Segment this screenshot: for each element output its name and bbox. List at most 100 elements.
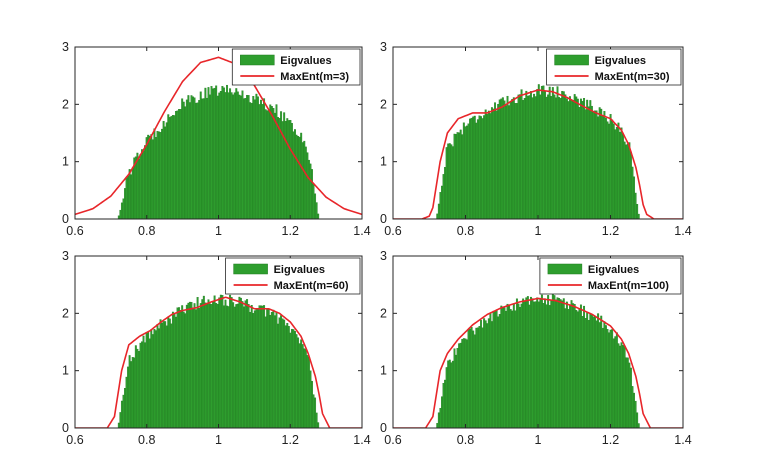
legend-label-curve: MaxEnt(m=30) xyxy=(595,71,670,83)
histogram-bar xyxy=(483,115,486,219)
histogram-bar xyxy=(278,317,281,428)
histogram-bar xyxy=(576,98,579,219)
histogram-bar xyxy=(213,295,216,428)
histogram-bar xyxy=(188,301,191,428)
histogram-bar xyxy=(258,104,261,219)
histogram-bar xyxy=(250,103,253,219)
histogram-bar xyxy=(136,152,139,219)
histogram-bar xyxy=(486,323,489,428)
histogram-bar xyxy=(567,101,570,219)
histogram-bar xyxy=(592,316,595,428)
histogram-bar xyxy=(625,357,628,428)
legend-label-curve: MaxEnt(m=100) xyxy=(588,280,669,292)
histogram-bar xyxy=(246,94,249,219)
histogram-bar xyxy=(525,297,528,428)
histogram-bar xyxy=(517,303,520,428)
histogram-bar xyxy=(292,329,295,428)
histogram-bar xyxy=(444,167,447,219)
histogram-bar xyxy=(204,87,207,219)
histogram-bar xyxy=(176,307,179,428)
histogram-bar xyxy=(559,299,562,428)
histogram-bar xyxy=(303,348,306,428)
histogram-bar xyxy=(230,297,233,428)
histogram-bar xyxy=(484,109,487,219)
histogram-bar xyxy=(612,123,615,219)
x-tick-label: 0.6 xyxy=(384,224,401,238)
legend: Eigvalues MaxEnt(m=3) xyxy=(231,48,361,86)
histogram-bar xyxy=(634,192,637,219)
histogram-bar xyxy=(314,193,317,219)
histogram-bar xyxy=(617,122,620,219)
histogram-bar xyxy=(300,132,303,219)
histogram-bar xyxy=(168,318,171,428)
histogram-bar xyxy=(215,303,218,428)
histogram-bar xyxy=(207,299,210,428)
histogram-bar xyxy=(533,93,536,219)
histogram-bar xyxy=(119,209,122,219)
histogram-bar xyxy=(570,300,573,428)
panel-top-left: 0.6 0.8 1 1.2 1.4 0 1 2 3 Eigvalues MaxEnt(m=3) xyxy=(62,40,371,238)
histogram-bar xyxy=(195,102,198,219)
histogram-bar xyxy=(226,305,228,428)
histogram-bar xyxy=(272,309,275,428)
histogram-bar xyxy=(528,304,531,428)
histogram-bar xyxy=(558,97,561,219)
histogram-bar xyxy=(633,176,635,219)
histogram-bar xyxy=(626,357,629,428)
histogram-bar xyxy=(156,131,159,219)
histogram-bar xyxy=(511,310,514,428)
histogram-bar xyxy=(458,343,461,428)
histogram-bar xyxy=(209,94,211,219)
histogram-bar xyxy=(142,335,145,428)
histogram-bar xyxy=(490,107,493,219)
histogram-bar xyxy=(287,120,290,219)
histogram-bar xyxy=(258,305,261,428)
x-tick-label: 1.2 xyxy=(602,224,619,238)
histogram-bar xyxy=(550,300,553,428)
histogram-bar xyxy=(520,303,523,428)
histogram-bar xyxy=(579,304,582,428)
histogram-bar xyxy=(137,158,140,219)
histogram-bar xyxy=(465,339,468,428)
histogram-bar xyxy=(256,96,259,219)
histogram-bar xyxy=(144,342,147,428)
histogram-bar xyxy=(556,86,559,219)
histogram-bar xyxy=(153,328,156,428)
histogram-bar xyxy=(528,95,531,219)
histogram-bar xyxy=(192,307,194,428)
histogram-bar xyxy=(631,386,634,428)
histogram-bar xyxy=(512,97,515,219)
histogram-bar xyxy=(193,97,196,219)
histogram-bar xyxy=(456,348,459,428)
legend-label-histogram: Eigvalues xyxy=(274,264,325,276)
histogram-bar xyxy=(307,159,310,219)
histogram-bar xyxy=(218,297,221,428)
histogram-bar xyxy=(498,99,501,219)
histogram-bar xyxy=(564,94,567,219)
histogram-bar xyxy=(128,355,131,428)
histogram-bar xyxy=(436,423,439,428)
histogram-bar xyxy=(537,84,540,219)
histogram-bar xyxy=(161,128,164,219)
histogram-bar xyxy=(573,94,576,219)
histogram-bar xyxy=(202,98,205,219)
histogram-bar xyxy=(526,95,529,219)
histogram-bar xyxy=(447,360,450,428)
histogram-bar xyxy=(573,304,576,428)
histogram-bar xyxy=(315,202,318,219)
histogram-bar xyxy=(164,126,167,219)
histogram-bar xyxy=(456,132,459,219)
histogram-bar xyxy=(144,145,147,219)
histogram-bar xyxy=(147,332,150,428)
histogram-bar xyxy=(141,341,143,428)
histogram-bar xyxy=(193,303,196,428)
histogram-bar xyxy=(162,321,165,428)
histogram-bar xyxy=(130,361,133,428)
legend-swatch-histogram xyxy=(233,263,268,275)
histogram-bar xyxy=(637,213,640,219)
histogram-bar xyxy=(579,98,582,219)
histogram-bar xyxy=(192,96,194,219)
histogram-bar xyxy=(212,301,215,428)
histogram-bar xyxy=(501,307,504,428)
